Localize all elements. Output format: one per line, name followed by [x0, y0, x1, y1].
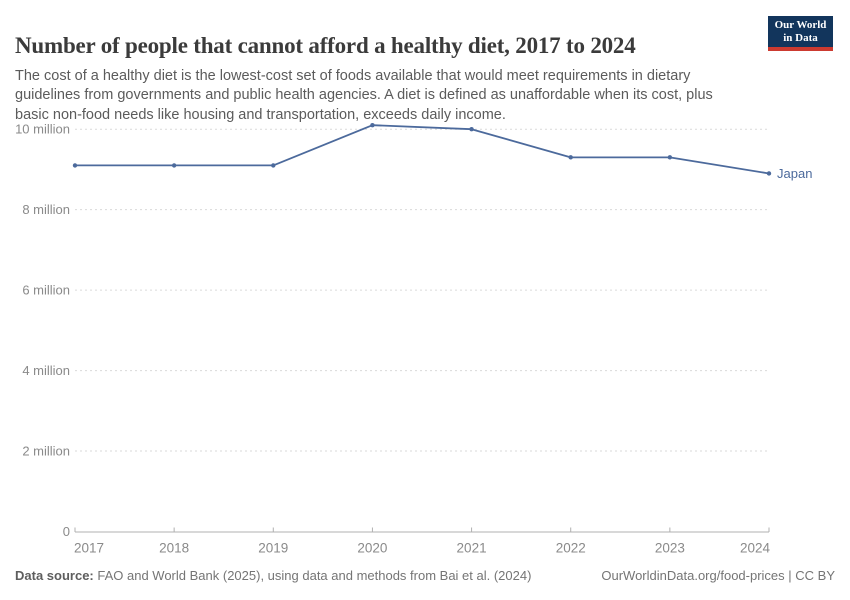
y-axis-label: 2 million — [22, 444, 70, 459]
x-axis-label: 2022 — [556, 541, 586, 556]
y-axis-label: 0 — [63, 524, 70, 539]
data-source: Data source: FAO and World Bank (2025), … — [15, 568, 531, 583]
x-axis-label: 2018 — [159, 541, 189, 556]
data-point[interactable] — [370, 122, 375, 128]
owid-logo: Our World in Data — [768, 16, 833, 51]
chart-footer: Data source: FAO and World Bank (2025), … — [15, 568, 835, 583]
entity-label: Japan — [777, 166, 812, 181]
owid-logo-stripe — [768, 47, 833, 51]
y-axis-label: 6 million — [22, 283, 70, 298]
page-title: Number of people that cannot afford a he… — [15, 33, 636, 59]
data-point[interactable] — [568, 155, 573, 160]
owid-logo-line2: in Data — [783, 32, 818, 44]
data-source-label: Data source: — [15, 568, 94, 583]
y-axis-label: 4 million — [22, 363, 70, 378]
x-axis-label: 2017 — [74, 541, 104, 556]
data-line — [74, 124, 770, 175]
x-axis-label: 2023 — [655, 541, 685, 556]
data-point[interactable] — [667, 155, 673, 160]
y-axis-label: 8 million — [22, 202, 70, 217]
data-point[interactable] — [72, 163, 78, 168]
owid-url-link[interactable]: OurWorldinData.org/food-prices | CC BY — [601, 568, 835, 583]
owid-logo-text: Our World in Data — [768, 16, 833, 47]
data-point[interactable] — [171, 163, 177, 168]
data-point[interactable] — [766, 171, 772, 176]
x-axis-label: 2021 — [457, 541, 487, 556]
data-point[interactable] — [469, 127, 474, 132]
x-axis-label: 2024 — [740, 541, 771, 556]
x-axis-label: 2020 — [357, 541, 387, 556]
owid-logo-line1: Our World — [774, 19, 827, 31]
data-point[interactable] — [271, 163, 276, 168]
x-axis-label: 2019 — [258, 541, 288, 556]
data-source-text: FAO and World Bank (2025), using data an… — [97, 568, 532, 583]
chart-subtitle: The cost of a healthy diet is the lowest… — [15, 67, 713, 123]
y-axis-label: 10 million — [15, 122, 70, 137]
